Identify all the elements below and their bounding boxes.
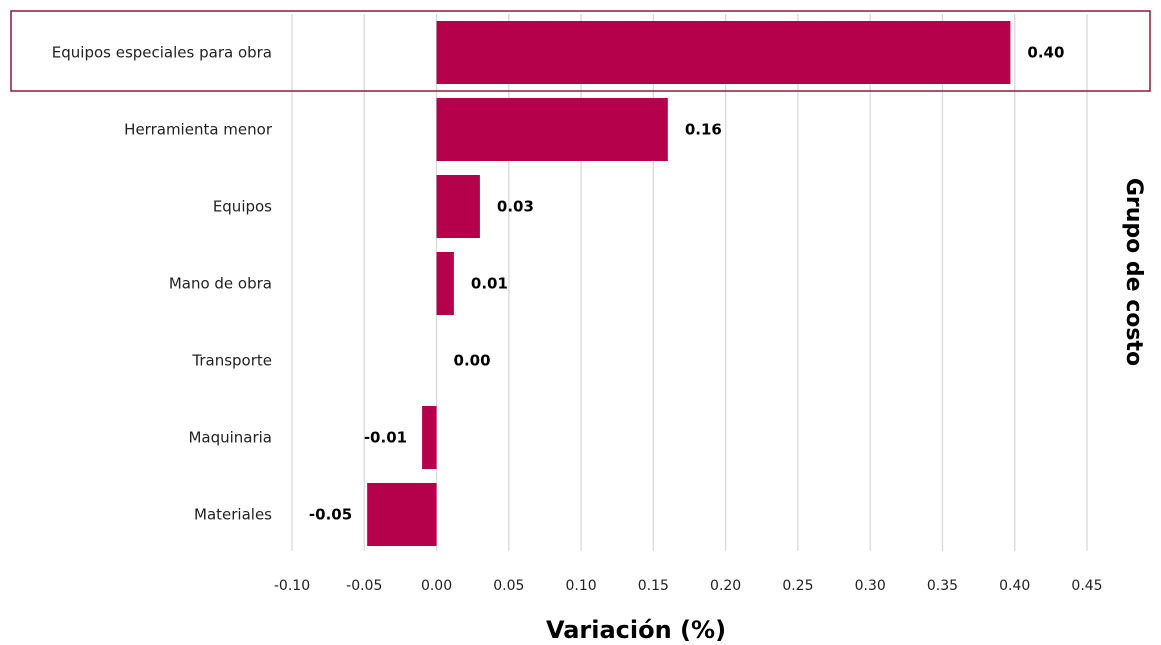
x-tick-label: 0.10 bbox=[566, 578, 597, 594]
data-label: -0.01 bbox=[364, 429, 407, 447]
x-tick-labels: -0.10 -0.05 0.00 0.05 0.10 0.15 0.20 0.25 0.30 0.… bbox=[274, 578, 1103, 594]
bars bbox=[367, 21, 1010, 546]
category-label: Mano de obra bbox=[169, 275, 272, 293]
x-tick-label: 0.35 bbox=[927, 578, 958, 594]
data-label: -0.05 bbox=[309, 506, 352, 524]
x-tick-label: 0.15 bbox=[638, 578, 669, 594]
x-axis-title: Variación (%) bbox=[546, 616, 726, 644]
category-label: Equipos bbox=[213, 198, 272, 216]
bar[interactable] bbox=[437, 252, 454, 315]
data-label: 0.01 bbox=[471, 275, 508, 293]
bar[interactable] bbox=[422, 406, 436, 469]
x-tick-label: 0.40 bbox=[999, 578, 1030, 594]
category-label: Herramienta menor bbox=[124, 121, 273, 139]
category-label: Maquinaria bbox=[188, 429, 272, 447]
x-tick-label: -0.10 bbox=[274, 578, 310, 594]
category-label: Materiales bbox=[194, 506, 272, 524]
bar[interactable] bbox=[437, 175, 480, 238]
data-label: 0.03 bbox=[497, 198, 534, 216]
bar[interactable] bbox=[437, 98, 668, 161]
data-label: 0.00 bbox=[454, 352, 491, 370]
x-tick-label: 0.05 bbox=[493, 578, 524, 594]
category-label: Equipos especiales para obra bbox=[52, 44, 272, 62]
data-label: 0.16 bbox=[685, 121, 722, 139]
gridlines bbox=[292, 14, 1087, 551]
bar[interactable] bbox=[367, 483, 436, 546]
x-tick-label: 0.20 bbox=[710, 578, 741, 594]
category-labels: Equipos especiales para obra Herramienta … bbox=[52, 44, 273, 524]
x-tick-label: 0.30 bbox=[855, 578, 886, 594]
category-label: Transporte bbox=[191, 352, 272, 370]
x-tick-label: 0.00 bbox=[421, 578, 452, 594]
x-tick-label: -0.05 bbox=[346, 578, 382, 594]
data-label: 0.40 bbox=[1027, 44, 1064, 62]
bar[interactable] bbox=[437, 21, 1011, 84]
x-tick-label: 0.45 bbox=[1071, 578, 1102, 594]
x-tick-label: 0.25 bbox=[782, 578, 813, 594]
y-axis-title: Grupo de costo bbox=[1121, 178, 1146, 366]
